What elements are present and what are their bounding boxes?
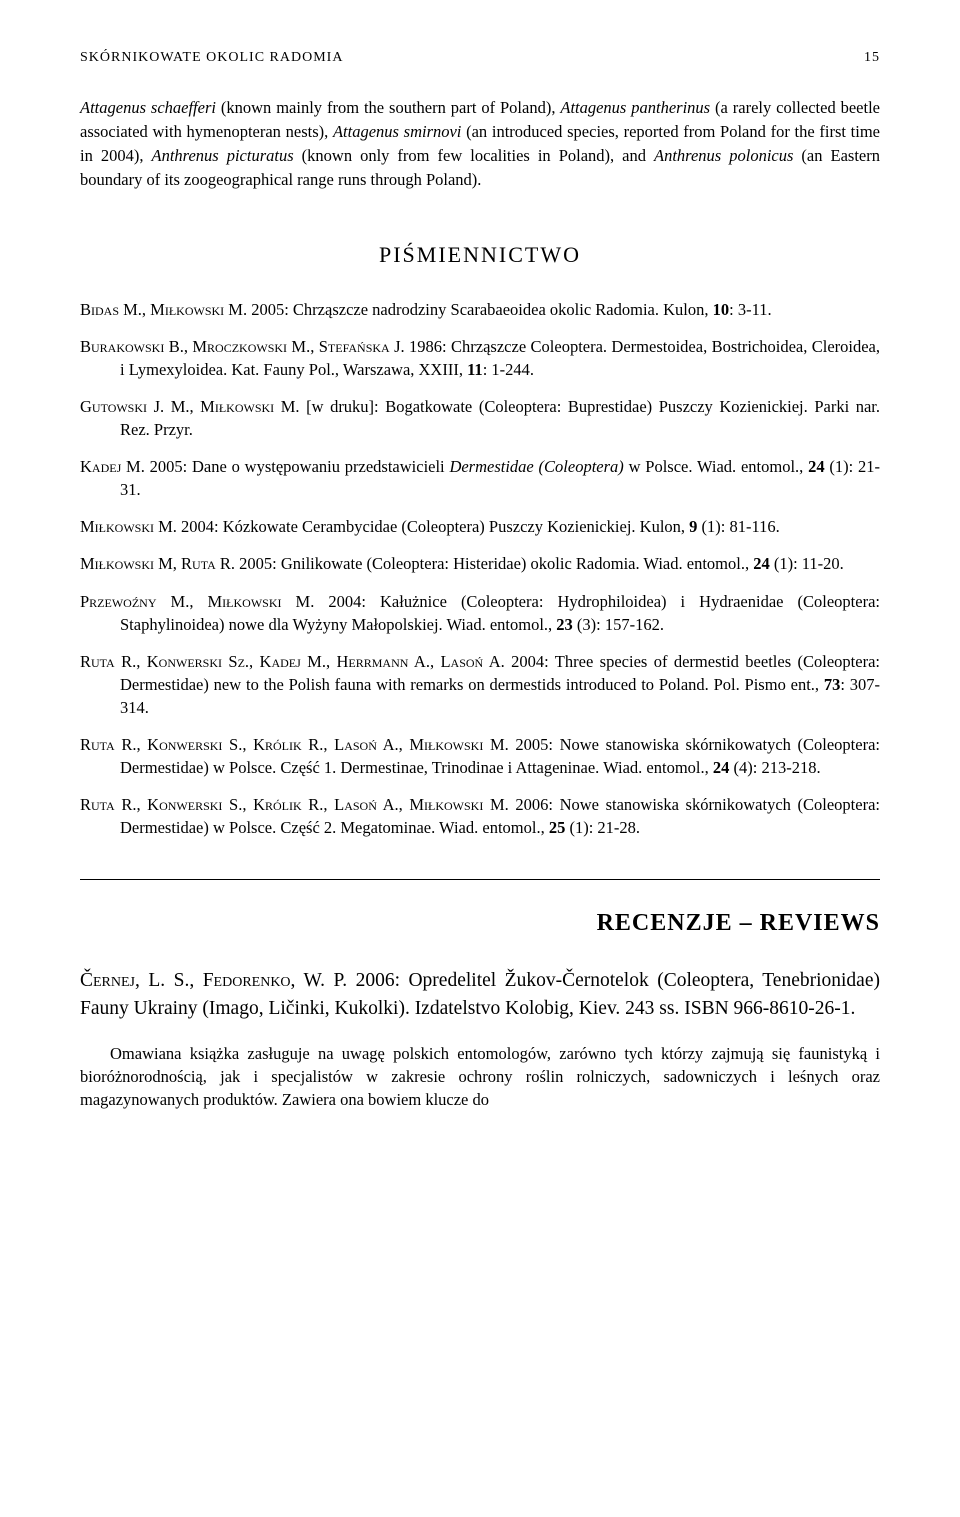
- reference-text-span: 24: [808, 457, 825, 476]
- reference-text-span: Przewoźny M., Miłkowski M.: [80, 592, 314, 611]
- reference-text-span: 2005: Gnilikowate (Coleoptera: Histerida…: [235, 554, 753, 573]
- section-divider: [80, 879, 880, 880]
- reference-item: Miłkowski M, Ruta R. 2005: Gnilikowate (…: [80, 552, 880, 575]
- reference-text-span: Dermestidae (Coleoptera): [449, 457, 623, 476]
- reference-text-span: (1): 81-116.: [697, 517, 779, 536]
- reference-item: Ruta R., Konwerski S., Królik R., Lasoń …: [80, 793, 880, 839]
- reference-item: Gutowski J. M., Miłkowski M. [w druku]: …: [80, 395, 880, 441]
- reference-item: Przewoźny M., Miłkowski M. 2004: Kałużni…: [80, 590, 880, 636]
- reviews-section-title: RECENZJE – REVIEWS: [80, 910, 880, 937]
- reference-text-span: (1): 21-28.: [565, 818, 640, 837]
- reference-text-span: Burakowski B., Mroczkowski M., Stefańska…: [80, 337, 405, 356]
- abstract-text-span: (known only from few localities in Polan…: [294, 146, 654, 165]
- reference-text-span: : 3-11.: [729, 300, 771, 319]
- reference-text-span: 24: [753, 554, 770, 573]
- reference-item: Ruta R., Konwerski Sz., Kadej M., Herrma…: [80, 650, 880, 719]
- reference-text-span: : 1-244.: [483, 360, 534, 379]
- reference-text-span: Miłkowski M.: [80, 517, 177, 536]
- abstract-text-span: Attagenus schaefferi: [80, 98, 216, 117]
- reference-text-span: 24: [713, 758, 730, 777]
- review-body-paragraph: Omawiana książka zasługuje na uwagę pols…: [80, 1042, 880, 1111]
- reference-text-span: Kadej M.: [80, 457, 145, 476]
- reference-text-span: (4): 213-218.: [729, 758, 820, 777]
- references-list: Bidas M., Miłkowski M. 2005: Chrząszcze …: [80, 298, 880, 840]
- reference-text-span: 2004: Kózkowate Cerambycidae (Coleoptera…: [177, 517, 689, 536]
- reference-item: Bidas M., Miłkowski M. 2005: Chrząszcze …: [80, 298, 880, 321]
- reference-item: Burakowski B., Mroczkowski M., Stefańska…: [80, 335, 880, 381]
- abstract-text-span: (known mainly from the southern part of …: [216, 98, 560, 117]
- reference-text-span: (3): 157-162.: [573, 615, 664, 634]
- reference-text-span: Ruta R., Konwerski S., Królik R., Lasoń …: [80, 735, 509, 754]
- reference-text-span: 2005: Chrząszcze nadrodziny Scarabaeoide…: [247, 300, 713, 319]
- abstract-paragraph: Attagenus schaefferi (known mainly from …: [80, 96, 880, 192]
- reference-text-span: 23: [556, 615, 573, 634]
- page-number: 15: [864, 50, 880, 66]
- reference-text-span: Ruta R., Konwerski S., Królik R., Lasoń …: [80, 795, 509, 814]
- abstract-text-span: Anthrenus picturatus: [151, 146, 293, 165]
- reference-text-span: Ruta R., Konwerski Sz., Kadej M., Herrma…: [80, 652, 505, 671]
- reference-text-span: w Polsce. Wiad. entomol.,: [624, 457, 808, 476]
- abstract-text-span: Attagenus pantherinus: [560, 98, 710, 117]
- reference-text-span: Gutowski J. M., Miłkowski M.: [80, 397, 300, 416]
- reference-text-span: Bidas M., Miłkowski M.: [80, 300, 247, 319]
- running-title: SKÓRNIKOWATE OKOLIC RADOMIA: [80, 50, 343, 66]
- reference-text-span: (1): 11-20.: [770, 554, 844, 573]
- reference-text-span: Miłkowski M, Ruta R.: [80, 554, 235, 573]
- reference-item: Kadej M. 2005: Dane o występowaniu przed…: [80, 455, 880, 501]
- reference-text-span: 25: [549, 818, 566, 837]
- review-entry-text-span: Černej, L. S., Fedorenko, W. P.: [80, 970, 347, 991]
- reference-text-span: 73: [824, 675, 841, 694]
- reference-text-span: 10: [713, 300, 730, 319]
- reference-text-span: 11: [467, 360, 483, 379]
- reference-text-span: 2005: Dane o występowaniu przedstawiciel…: [145, 457, 450, 476]
- section-title-references: PIŚMIENNICTWO: [80, 242, 880, 268]
- reference-item: Ruta R., Konwerski S., Królik R., Lasoń …: [80, 733, 880, 779]
- review-entry: Černej, L. S., Fedorenko, W. P. 2006: Op…: [80, 967, 880, 1022]
- reference-item: Miłkowski M. 2004: Kózkowate Cerambycida…: [80, 515, 880, 538]
- page-header: SKÓRNIKOWATE OKOLIC RADOMIA 15: [80, 50, 880, 66]
- abstract-text-span: Anthrenus polonicus: [654, 146, 793, 165]
- abstract-text-span: Attagenus smirnovi: [333, 122, 461, 141]
